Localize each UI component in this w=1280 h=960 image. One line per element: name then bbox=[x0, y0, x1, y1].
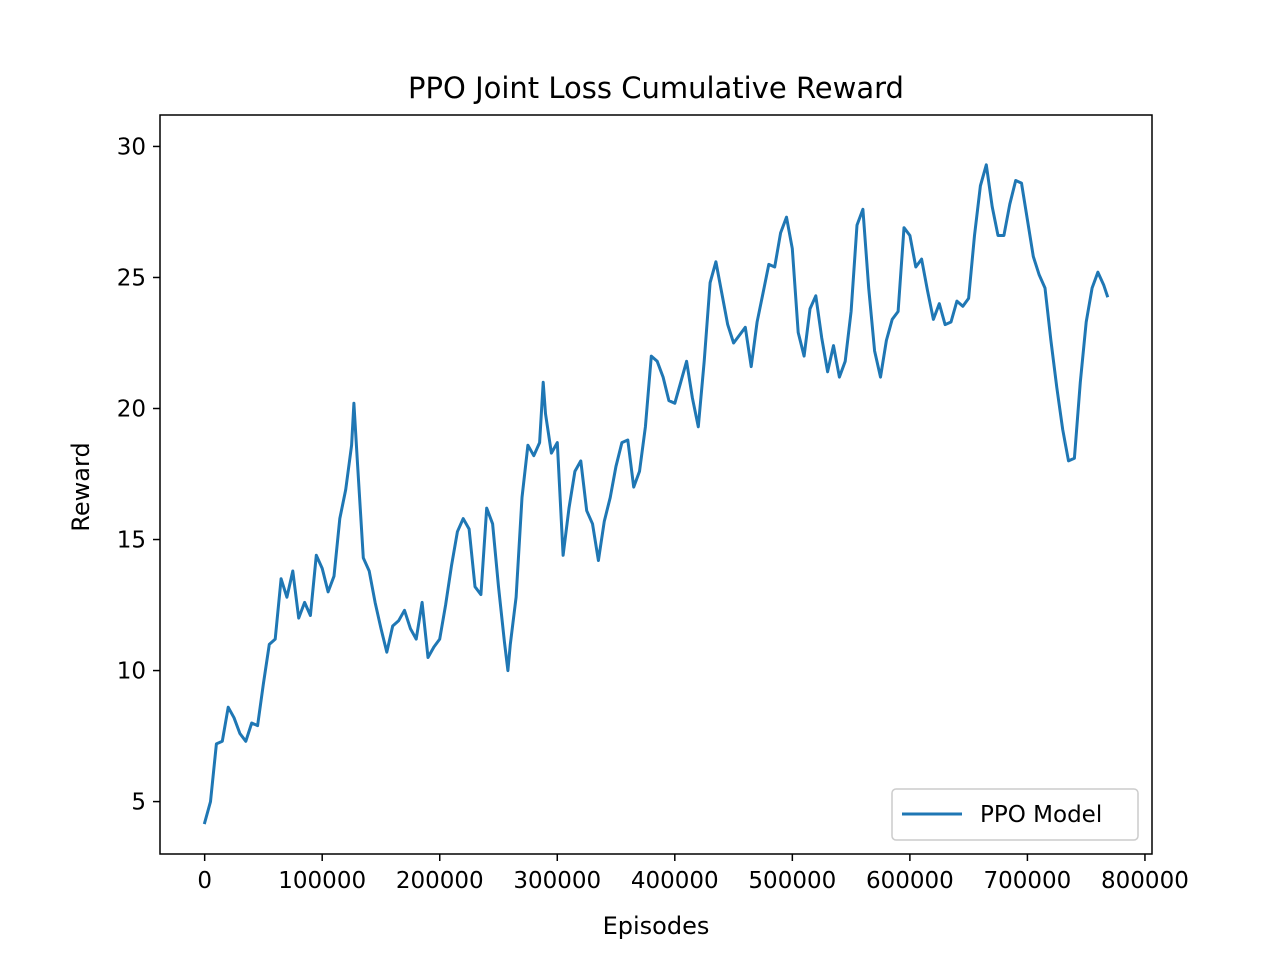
x-tick-label: 500000 bbox=[748, 868, 836, 894]
y-tick-label: 25 bbox=[117, 265, 146, 291]
x-tick-label: 800000 bbox=[1101, 868, 1189, 894]
plot-layer bbox=[202, 163, 1110, 825]
axes-layer: 0 100000 200000 300000 400000 500000 600000 700… bbox=[117, 114, 1189, 894]
x-tick-label: 300000 bbox=[513, 868, 601, 894]
y-tick-label: 30 bbox=[117, 134, 146, 160]
x-tick-label: 0 bbox=[197, 868, 212, 894]
x-axis-title: Episodes bbox=[603, 912, 710, 940]
legend: PPO Model bbox=[891, 788, 1139, 841]
x-tick-label: 100000 bbox=[278, 868, 366, 894]
series-line-0 bbox=[202, 163, 1110, 825]
x-tick-label: 400000 bbox=[631, 868, 719, 894]
y-tick-label: 5 bbox=[131, 790, 146, 816]
legend-label-ppo-model: PPO Model bbox=[980, 802, 1102, 828]
y-tick-label: 10 bbox=[117, 659, 146, 685]
y-axis-title: Reward bbox=[67, 442, 95, 531]
y-tick-label: 15 bbox=[117, 528, 146, 554]
y-tick-label: 20 bbox=[117, 397, 146, 423]
x-tick-label: 200000 bbox=[396, 868, 484, 894]
legend-frame bbox=[891, 788, 1139, 841]
chart-title: PPO Joint Loss Cumulative Reward bbox=[408, 71, 904, 105]
x-tick-label: 700000 bbox=[984, 868, 1072, 894]
x-tick-label: 600000 bbox=[866, 868, 954, 894]
plot-frame bbox=[159, 114, 1153, 855]
